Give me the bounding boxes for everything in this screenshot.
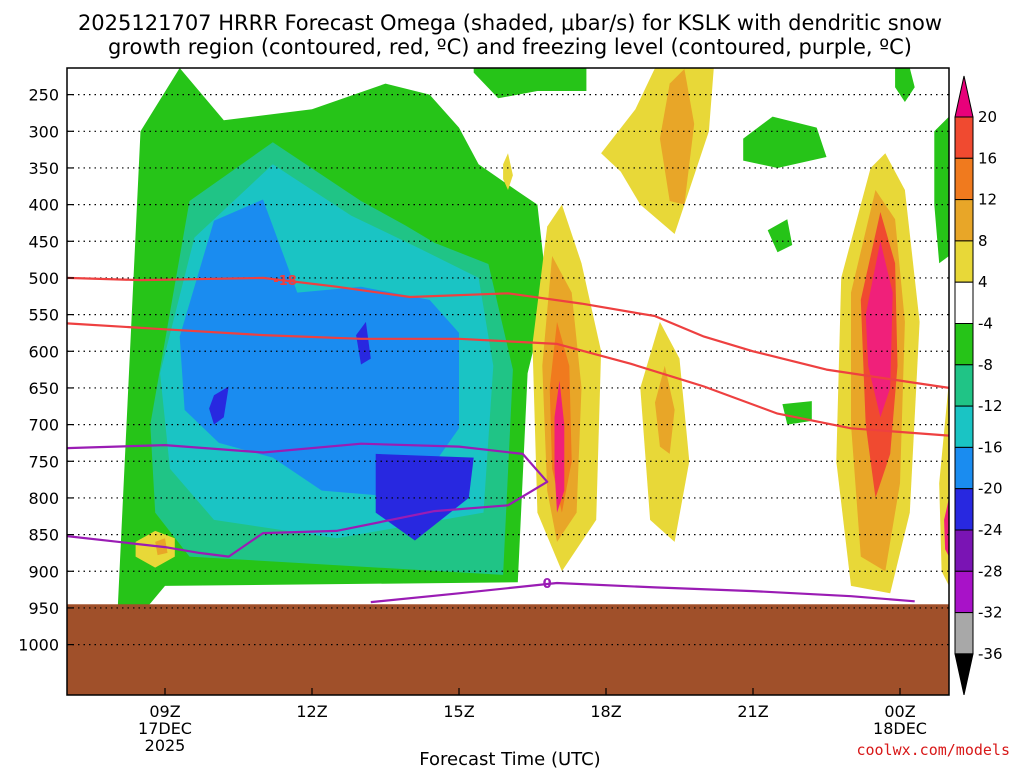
shaded-omega-regions bbox=[116, 68, 949, 645]
colorbar-segment bbox=[954, 364, 974, 407]
y-tick-label: 650 bbox=[28, 379, 59, 398]
contour-freezing_lower bbox=[370, 581, 915, 604]
terrain-mask bbox=[67, 604, 949, 695]
colorbar-top-arrow bbox=[954, 75, 974, 118]
colorbar-label: -12 bbox=[978, 397, 1003, 415]
grid-lines bbox=[67, 94, 949, 646]
x-tick-label: 18DEC bbox=[873, 719, 927, 738]
chart-title-line-2: growth region (contoured, red, ºC) and f… bbox=[108, 35, 912, 59]
colorbar-segment bbox=[954, 529, 974, 572]
colorbar-bottom-arrow bbox=[954, 653, 974, 696]
y-tick-label: 450 bbox=[28, 232, 59, 251]
y-tick-label: 800 bbox=[28, 489, 59, 508]
y-tick-label: 400 bbox=[28, 196, 59, 215]
y-tick-label: 750 bbox=[28, 452, 59, 471]
omega-region-deep-blue-2 bbox=[209, 386, 229, 425]
colorbar-label: -32 bbox=[978, 604, 1003, 622]
colorbar-segment bbox=[954, 199, 974, 242]
colorbar-label: 12 bbox=[978, 191, 997, 209]
colorbar-segment bbox=[954, 570, 974, 614]
omega-region-orange-upper-band bbox=[659, 69, 695, 205]
temperature-contours: -18 0 bbox=[66, 274, 950, 604]
colorbar-segment bbox=[954, 488, 974, 531]
omega-region-yellow-blob-15z bbox=[503, 153, 513, 190]
colorbar-label: -36 bbox=[978, 645, 1003, 663]
y-tick-label: 500 bbox=[28, 269, 59, 288]
contour-dgz_upper_minus18 bbox=[66, 276, 950, 389]
colorbar-segment bbox=[954, 240, 974, 283]
colorbar-segment bbox=[954, 323, 974, 366]
colorbar-label: -20 bbox=[978, 480, 1003, 498]
y-tick-label: 950 bbox=[28, 599, 59, 618]
x-tick-label: 00Z bbox=[884, 702, 915, 721]
contour-dgz_lower_minus12 bbox=[66, 322, 950, 437]
dgz-contour-label: -18 bbox=[273, 274, 297, 289]
y-tick-label: 850 bbox=[28, 526, 59, 545]
colorbar-label: 16 bbox=[978, 149, 997, 167]
x-axis-title: Forecast Time (UTC) bbox=[419, 749, 600, 768]
x-tick-label: 17DEC bbox=[138, 719, 192, 738]
plot-frame bbox=[66, 67, 950, 696]
contour-freezing_upper bbox=[66, 442, 549, 558]
colorbar-label: 20 bbox=[978, 108, 997, 126]
omega-region-right-green-2 bbox=[895, 68, 915, 102]
omega-region-right-green-3 bbox=[934, 116, 949, 264]
y-tick-label: 700 bbox=[28, 416, 59, 435]
x-tick-label: 21Z bbox=[737, 702, 768, 721]
colorbar-segment bbox=[954, 157, 974, 201]
colorbar-segment bbox=[954, 405, 974, 448]
colorbar-label: -8 bbox=[978, 356, 993, 374]
x-tick-label: 18Z bbox=[590, 702, 621, 721]
omega-region-right-green-1 bbox=[743, 116, 827, 168]
colorbar-segment bbox=[954, 446, 974, 490]
colorbar-segment bbox=[954, 612, 974, 655]
credit-text: coolwx.com/models bbox=[856, 741, 1010, 759]
y-tick-label: 600 bbox=[28, 342, 59, 361]
colorbar-label: 8 bbox=[978, 232, 988, 250]
omega-region-deep-blue-3 bbox=[356, 321, 371, 365]
omega-region-right-green-4 bbox=[767, 219, 793, 253]
y-tick-label: 350 bbox=[28, 159, 59, 178]
colorbar-segment bbox=[954, 281, 974, 325]
x-tick-label: 2025 bbox=[145, 736, 186, 755]
omega-region-orange-col-19 bbox=[655, 365, 675, 454]
y-tick-label: 550 bbox=[28, 306, 59, 325]
colorbar-label: 4 bbox=[978, 273, 988, 291]
colorbar-segment bbox=[954, 116, 974, 159]
y-axis-ticks: 250 300 350 400 450 500 550 600 650 700 750 800 850 9… bbox=[18, 86, 74, 655]
x-tick-label: 09Z bbox=[149, 702, 180, 721]
freezing-contour-label: 0 bbox=[543, 577, 552, 592]
omega-region-pink-col-23 bbox=[865, 241, 893, 418]
y-tick-label: 300 bbox=[28, 122, 59, 141]
colorbar: 20 16 12 8 4 -4 -8 -12 -16 -20 -24 -28 -32 -36 bbox=[954, 75, 1003, 696]
y-tick-label: 250 bbox=[28, 86, 59, 105]
colorbar-label: -16 bbox=[978, 438, 1003, 456]
omega-region-right-green-5 bbox=[782, 401, 812, 425]
colorbar-label: -24 bbox=[978, 521, 1003, 539]
x-tick-label: 15Z bbox=[443, 702, 474, 721]
omega-region-pink-edge-right bbox=[944, 497, 949, 557]
chart-title-line-1: 2025121707 HRRR Forecast Omega (shaded, … bbox=[78, 11, 942, 35]
omega-region-mid-blue bbox=[179, 199, 459, 498]
omega-region-top-green bbox=[473, 68, 587, 99]
omega-region-pink-col-17 bbox=[554, 380, 565, 513]
x-tick-label: 12Z bbox=[296, 702, 327, 721]
y-tick-label: 900 bbox=[28, 562, 59, 581]
colorbar-label: -28 bbox=[978, 562, 1003, 580]
colorbar-label: -4 bbox=[978, 315, 993, 333]
y-tick-label: 1000 bbox=[18, 636, 59, 655]
